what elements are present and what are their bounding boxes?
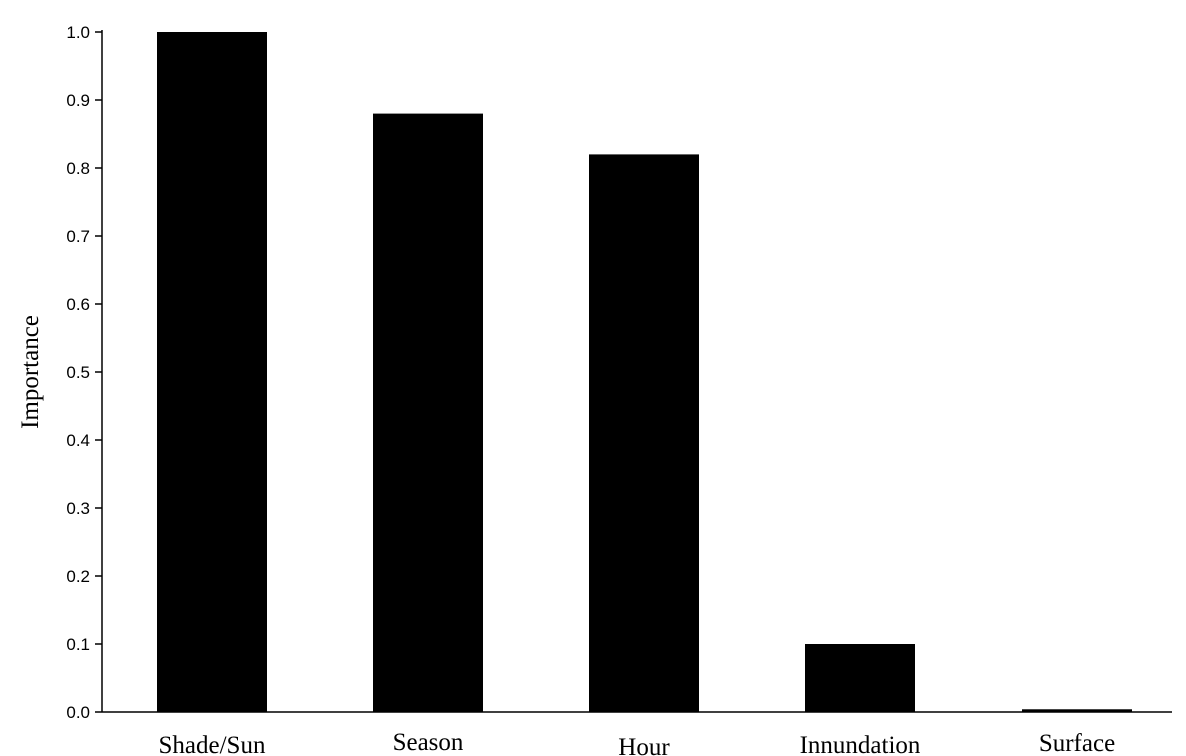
y-tick-label: 0.2 [66,567,90,586]
y-tick-label: 0.4 [66,431,90,450]
y-axis-ticks: 0.0 0.1 0.2 0.3 0.4 0.5 0.6 0.7 0.8 0.9 1.0 [66,23,102,722]
x-axis-category-labels: Shade/Sun Season Hour Innundation Surface [159,729,1116,756]
bars [157,32,1132,713]
bar-hour [589,154,699,712]
y-tick-label: 0.5 [66,363,90,382]
x-category-label: Shade/Sun [159,732,266,756]
x-category-label: Surface [1039,730,1115,756]
y-tick-label: 1.0 [66,23,90,42]
bar-innundation [805,644,915,712]
y-tick-label: 0.7 [66,227,90,246]
y-tick-label: 0.3 [66,499,90,518]
bar-shade-sun [157,32,267,712]
y-axis-title: Importance [17,315,44,429]
y-tick-label: 0.8 [66,159,90,178]
bar-surface [1022,709,1132,712]
y-tick-label: 0.9 [66,91,90,110]
x-category-label: Season [393,729,464,756]
y-tick-label: 0.0 [66,703,90,722]
x-category-label: Innundation [800,732,921,756]
y-tick-label: 0.1 [66,635,90,654]
x-category-label: Hour [618,734,670,756]
y-tick-label: 0.6 [66,295,90,314]
bar-season [373,113,483,713]
